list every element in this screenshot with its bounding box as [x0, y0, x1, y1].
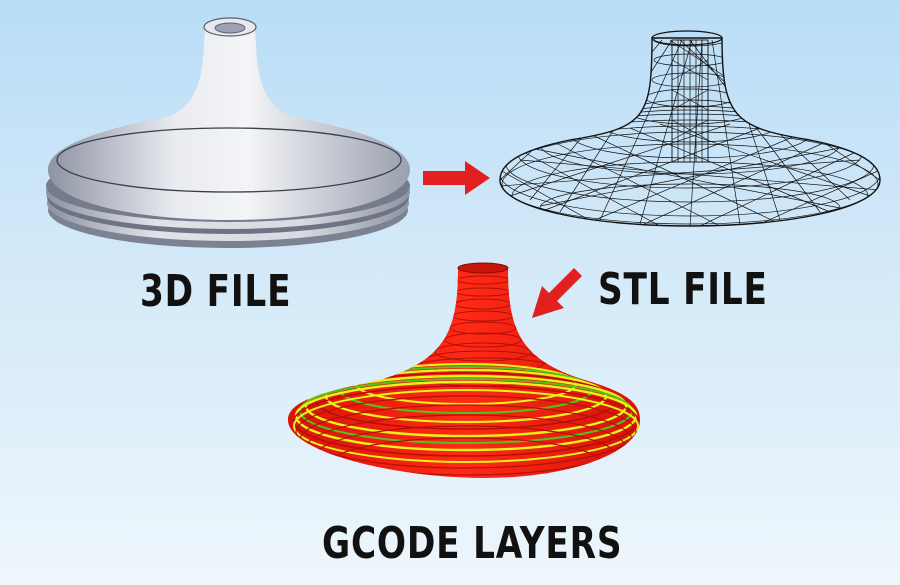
arrow-right: [423, 161, 490, 195]
solid-model-render: [46, 17, 410, 248]
solid-model-label: 3D FILE: [140, 266, 292, 317]
stl-file-label: STL FILE: [598, 264, 768, 315]
stl-wireframe-render: [499, 30, 881, 227]
gcode-layers-render: [288, 262, 640, 478]
arrow-down-left: [532, 268, 582, 318]
gcode-layers-label: GCODE LAYERS: [322, 518, 623, 569]
